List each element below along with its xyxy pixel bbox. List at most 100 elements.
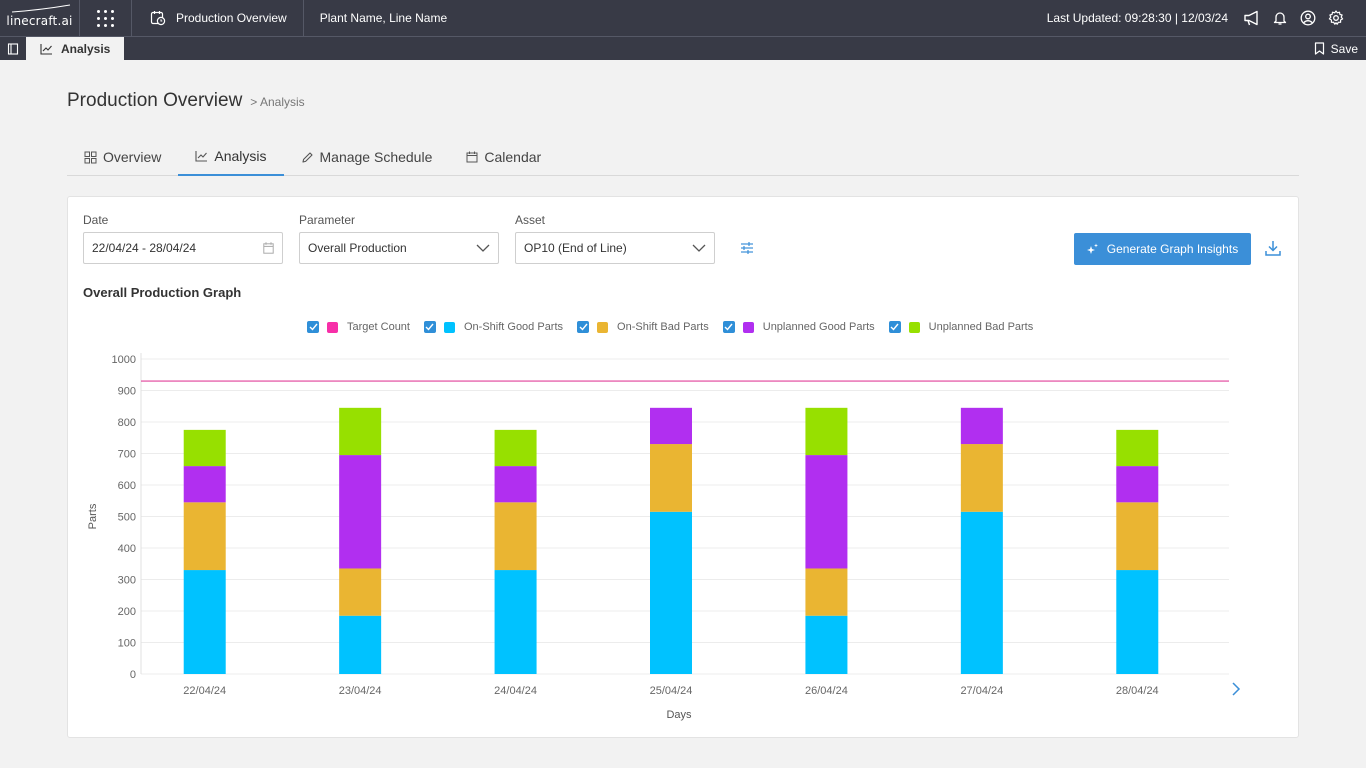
legend-label: Unplanned Bad Parts — [928, 321, 1034, 333]
tab-analysis[interactable]: Analysis — [178, 138, 284, 176]
analysis-sub-tab[interactable]: Analysis — [26, 37, 125, 60]
checkbox[interactable] — [307, 321, 319, 333]
checkbox[interactable] — [577, 321, 590, 333]
logo[interactable]: linecraft.ai — [0, 0, 80, 36]
legend-swatch — [597, 321, 609, 333]
asset-select[interactable]: OP10 (End of Line) — [515, 232, 715, 264]
calendar-clock-icon — [150, 11, 166, 26]
y-tick-label: 200 — [118, 606, 136, 618]
legend-item-unplanned-good-parts[interactable]: Unplanned Good Parts — [722, 321, 875, 333]
chevron-down-icon — [692, 244, 706, 252]
page-title: Production Overview — [67, 90, 243, 111]
generate-label: Generate Graph Insights — [1106, 242, 1239, 256]
save-button[interactable]: Save — [1314, 42, 1366, 56]
bar-segment — [494, 466, 537, 503]
bar-segment — [339, 407, 382, 456]
bar-segment — [805, 568, 848, 616]
tab-overview[interactable]: Overview — [67, 138, 178, 176]
chart-legend: Target Count On-Shift Good Parts On-Shif… — [307, 321, 1047, 333]
bookmark-icon — [1314, 42, 1324, 55]
apps-grid-button[interactable] — [80, 0, 132, 36]
checkbox[interactable] — [423, 321, 436, 333]
chevron-down-icon — [476, 244, 490, 252]
legend-label: Target Count — [347, 321, 410, 333]
bar-segment — [183, 570, 226, 674]
bar-segment — [494, 502, 537, 571]
tab-label: Calendar — [484, 149, 542, 165]
user-icon[interactable] — [1294, 0, 1322, 36]
bar-segment — [650, 511, 692, 674]
bar-segment — [339, 615, 382, 674]
tab-bar: Overview Analysis Manage Schedule Calend… — [67, 138, 1299, 176]
save-label: Save — [1330, 41, 1358, 56]
checkbox[interactable] — [888, 321, 901, 333]
last-updated-text: Last Updated: 09:28:30 | 12/03/24 — [1046, 11, 1228, 25]
chevron-right-icon[interactable] — [1232, 682, 1241, 696]
bar-segment — [339, 455, 382, 569]
bar-segment — [1116, 502, 1159, 571]
tab-label: Overview — [103, 149, 162, 165]
pencil-icon — [301, 151, 313, 163]
gear-icon[interactable] — [1322, 0, 1350, 36]
sparkle-icon — [1086, 243, 1098, 254]
bar-segment — [805, 407, 848, 456]
logo-text: linecraft.ai — [6, 14, 73, 28]
y-tick-label: 100 — [118, 638, 136, 650]
filter-sliders-icon[interactable] — [740, 241, 754, 260]
bar-segment — [805, 455, 848, 569]
date-range-value: 22/04/24 - 28/04/24 — [92, 241, 197, 255]
bar-segment — [1116, 466, 1159, 503]
breadcrumb[interactable]: > Analysis — [250, 95, 305, 109]
legend-item-target-count[interactable]: Target Count — [307, 321, 410, 333]
calendar-icon — [263, 242, 274, 254]
parameter-value: Overall Production — [308, 241, 407, 255]
generate-graph-insights-button[interactable]: Generate Graph Insights — [1074, 233, 1251, 265]
x-tick-label: 27/04/24 — [960, 685, 1003, 697]
y-tick-label: 0 — [130, 669, 136, 681]
bar-segment — [650, 407, 692, 445]
bookmark-panel-icon[interactable] — [0, 37, 26, 60]
legend-swatch — [443, 321, 455, 333]
sub-bar: Analysis Save — [0, 36, 1366, 60]
asset-value: OP10 (End of Line) — [524, 241, 627, 255]
legend-swatch — [908, 321, 920, 333]
legend-label: On-Shift Good Parts — [463, 321, 564, 333]
line-chart-icon — [40, 43, 52, 55]
bar-segment — [650, 444, 692, 512]
bell-icon[interactable] — [1266, 0, 1294, 36]
checkbox[interactable] — [722, 321, 735, 333]
x-tick-label: 25/04/24 — [650, 685, 693, 697]
x-axis-title: Days — [666, 709, 692, 721]
asset-label: Asset — [515, 213, 546, 227]
top-bar: linecraft.ai Production Overview Plant N… — [0, 0, 1366, 36]
legend-label: On-Shift Bad Parts — [617, 321, 709, 333]
y-tick-label: 900 — [118, 386, 136, 398]
x-tick-label: 22/04/24 — [183, 685, 226, 697]
announcement-icon[interactable] — [1238, 0, 1266, 36]
y-tick-label: 400 — [118, 543, 136, 555]
tab-label: Manage Schedule — [319, 149, 433, 165]
tab-calendar[interactable]: Calendar — [449, 138, 558, 176]
tab-label: Analysis — [214, 148, 267, 164]
y-tick-label: 300 — [118, 575, 136, 587]
tab-manage-schedule[interactable]: Manage Schedule — [284, 138, 450, 176]
date-range-field[interactable]: 22/04/24 - 28/04/24 — [83, 232, 283, 264]
legend-item-unplanned-bad-parts[interactable]: Unplanned Bad Parts — [888, 321, 1034, 333]
y-tick-label: 800 — [118, 417, 136, 429]
logo-swoosh-icon — [11, 4, 71, 13]
bar-segment — [960, 444, 1003, 512]
bar-segment — [339, 568, 382, 616]
y-tick-label: 1000 — [112, 354, 136, 366]
legend-item-on-shift-good-parts[interactable]: On-Shift Good Parts — [423, 321, 564, 333]
download-icon[interactable] — [1264, 239, 1282, 262]
legend-item-on-shift-bad-parts[interactable]: On-Shift Bad Parts — [577, 321, 709, 333]
overall-production-chart: 0 100 200 300 400 500 600 700 800 900 1000 22/04/24… — [87, 353, 1241, 721]
bar-segment — [183, 429, 226, 467]
x-tick-label: 23/04/24 — [339, 685, 382, 697]
bar-segment — [805, 615, 848, 674]
date-label: Date — [83, 213, 109, 227]
parameter-select[interactable]: Overall Production — [299, 232, 499, 264]
app-title[interactable]: Production Overview — [132, 0, 304, 36]
x-tick-label: 28/04/24 — [1116, 685, 1159, 697]
y-tick-label: 700 — [118, 449, 136, 461]
